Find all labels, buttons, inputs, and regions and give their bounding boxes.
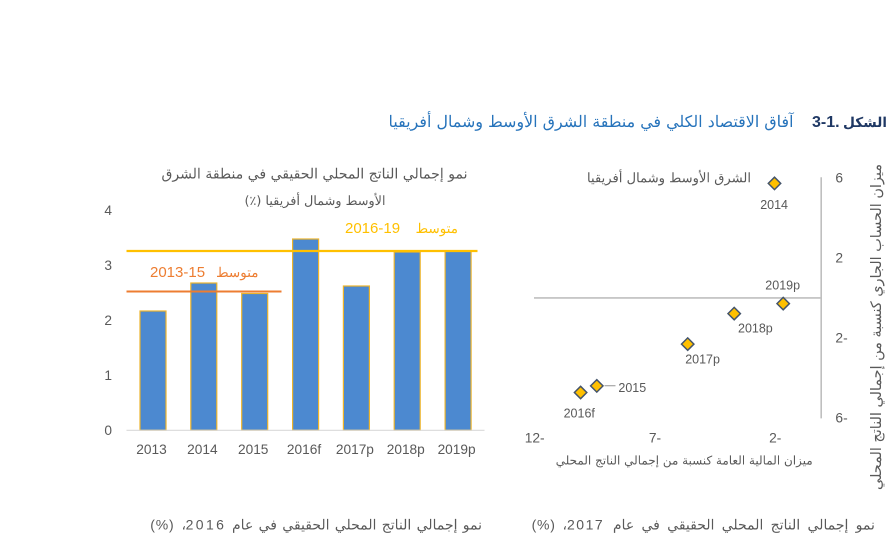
svg-text:2013-15: 2013-15 <box>150 264 205 281</box>
svg-text:2017: 2017 <box>567 517 604 533</box>
svg-text:4: 4 <box>104 203 112 218</box>
svg-text:2019p: 2019p <box>438 442 476 457</box>
svg-text:2016: 2016 <box>186 517 227 533</box>
svg-text:2015: 2015 <box>238 442 269 457</box>
svg-text:2016f: 2016f <box>564 406 596 420</box>
svg-text:7-: 7- <box>649 431 661 446</box>
svg-text:2: 2 <box>835 251 843 266</box>
svg-text:1: 1 <box>104 368 112 383</box>
svg-text:2015: 2015 <box>618 381 646 395</box>
svg-text:2014: 2014 <box>760 198 788 212</box>
svg-text:0: 0 <box>104 423 112 438</box>
svg-text:(%): (%) <box>532 517 556 533</box>
svg-text:2014: 2014 <box>187 442 218 457</box>
svg-text:2016-19: 2016-19 <box>345 220 400 237</box>
svg-text:(%): (%) <box>150 517 174 533</box>
svg-text:2: 2 <box>104 313 112 328</box>
svg-text:6: 6 <box>835 171 843 186</box>
svg-text:2018p: 2018p <box>387 442 425 457</box>
svg-text:3-1.: 3-1. <box>812 114 840 131</box>
svg-text:6-: 6- <box>835 411 847 426</box>
svg-text:12-: 12- <box>525 431 545 446</box>
svg-text:2-: 2- <box>769 431 781 446</box>
svg-text:2016f: 2016f <box>287 442 321 457</box>
svg-text:2017p: 2017p <box>685 352 720 366</box>
svg-text:2017p: 2017p <box>336 442 374 457</box>
svg-text:2-: 2- <box>835 331 847 346</box>
svg-text:2019p: 2019p <box>765 279 800 293</box>
svg-text:2013: 2013 <box>136 442 167 457</box>
svg-text:3: 3 <box>104 258 112 273</box>
svg-text:2018p: 2018p <box>738 321 773 335</box>
